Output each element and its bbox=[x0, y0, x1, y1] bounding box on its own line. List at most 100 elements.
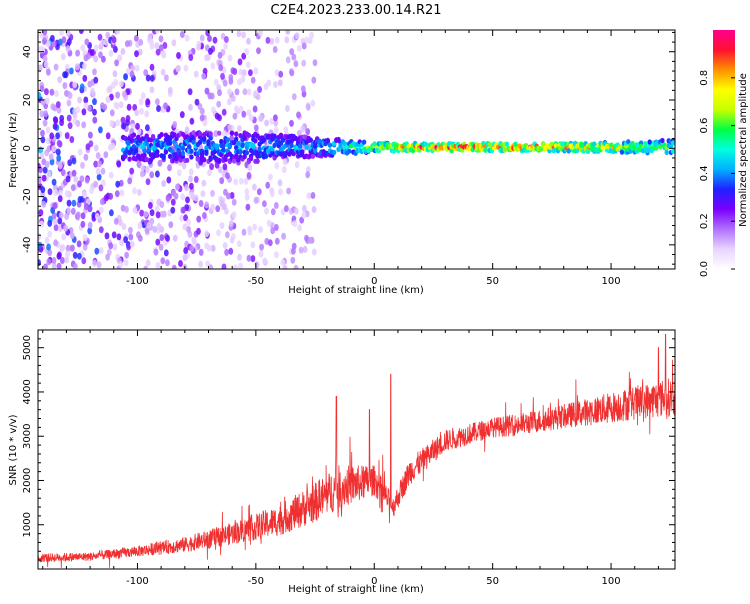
noise-cell bbox=[273, 114, 278, 122]
noise-cell bbox=[206, 244, 212, 252]
noise-cell bbox=[210, 62, 216, 70]
noise-cell bbox=[60, 257, 65, 264]
noise-cell bbox=[163, 249, 169, 257]
noise-cell bbox=[70, 244, 75, 252]
noise-cell bbox=[38, 91, 42, 99]
noise-cell bbox=[98, 184, 104, 192]
noise-cell bbox=[247, 164, 253, 171]
spectrogram-panel: -100 -50 0 50 100 -40 -20 0 20 40 Height of strai… bbox=[8, 29, 676, 296]
noise-cell bbox=[167, 86, 173, 94]
ridge-cell bbox=[660, 137, 665, 144]
snr-x-label: Height of straight line (km) bbox=[288, 584, 424, 595]
noise-cell bbox=[103, 38, 109, 46]
noise-cell bbox=[310, 192, 316, 199]
noise-cell bbox=[248, 69, 253, 77]
noise-cell bbox=[93, 44, 99, 52]
noise-cell bbox=[60, 244, 66, 251]
noise-cell bbox=[140, 164, 146, 172]
noise-cell bbox=[165, 194, 171, 202]
noise-cell bbox=[82, 74, 88, 82]
noise-cell bbox=[305, 103, 311, 111]
noise-cell bbox=[310, 99, 316, 107]
noise-cell bbox=[64, 256, 70, 264]
noise-cell bbox=[120, 48, 126, 55]
noise-cell bbox=[81, 257, 87, 265]
noise-cell bbox=[98, 247, 104, 254]
noise-cell bbox=[93, 76, 99, 84]
noise-cell bbox=[164, 74, 169, 82]
noise-cell bbox=[269, 37, 275, 45]
snr-x-tick-label: 50 bbox=[486, 576, 499, 587]
noise-cell bbox=[233, 264, 238, 269]
noise-cell bbox=[253, 124, 259, 132]
noise-cell bbox=[170, 198, 176, 206]
noise-cell bbox=[72, 251, 78, 259]
noise-cell bbox=[196, 215, 202, 223]
noise-cell bbox=[180, 193, 186, 201]
noise-cell bbox=[51, 178, 57, 186]
ridge-cell bbox=[185, 157, 190, 163]
noise-cell bbox=[98, 226, 104, 234]
noise-cell bbox=[40, 136, 46, 144]
noise-cell bbox=[219, 199, 225, 207]
noise-cell bbox=[38, 146, 43, 154]
noise-cell bbox=[236, 30, 242, 38]
noise-cell bbox=[130, 64, 136, 72]
noise-cell bbox=[149, 86, 155, 94]
noise-cell bbox=[189, 182, 194, 190]
noise-cell bbox=[95, 152, 101, 160]
noise-cell bbox=[198, 200, 204, 207]
ridge-cell bbox=[251, 142, 256, 149]
noise-cell bbox=[70, 207, 76, 215]
noise-cell bbox=[80, 161, 85, 169]
colorbar-tick-label: 0.4 bbox=[699, 165, 710, 181]
noise-cell bbox=[59, 30, 64, 36]
noise-cell bbox=[188, 54, 194, 61]
noise-cell bbox=[291, 247, 296, 255]
ridge-cell bbox=[163, 149, 169, 155]
noise-cell bbox=[198, 248, 204, 256]
ridge-cell bbox=[146, 147, 151, 153]
noise-cell bbox=[53, 63, 59, 71]
colorbar-tick-label: 0.6 bbox=[699, 118, 710, 134]
noise-cell bbox=[126, 67, 131, 75]
noise-cell bbox=[38, 64, 43, 72]
noise-cell bbox=[52, 218, 58, 226]
noise-cell bbox=[213, 78, 219, 86]
noise-cell bbox=[53, 117, 59, 125]
noise-cell bbox=[270, 227, 276, 235]
noise-cell bbox=[73, 175, 79, 183]
noise-cell bbox=[305, 128, 311, 136]
noise-cell bbox=[305, 171, 311, 179]
noise-cell bbox=[41, 38, 47, 45]
noise-cell bbox=[227, 124, 233, 132]
snr-plot-area bbox=[38, 334, 675, 569]
noise-cell bbox=[126, 243, 131, 251]
ridge-cell bbox=[217, 130, 222, 136]
noise-cell bbox=[273, 81, 278, 88]
noise-cell bbox=[200, 190, 206, 198]
noise-cell bbox=[38, 177, 42, 185]
noise-cell bbox=[247, 225, 253, 233]
noise-cell bbox=[48, 153, 54, 161]
noise-cell bbox=[246, 37, 251, 45]
noise-cell bbox=[229, 236, 235, 244]
snr-x-tick-label: 100 bbox=[602, 576, 621, 587]
noise-cell bbox=[244, 193, 250, 201]
noise-cell bbox=[72, 81, 78, 89]
spectrogram-x-tick-label: -50 bbox=[248, 276, 264, 287]
noise-cell bbox=[210, 203, 216, 211]
spectrogram-x-tick-label: 0 bbox=[371, 276, 377, 287]
noise-cell bbox=[152, 225, 158, 233]
noise-cell bbox=[66, 207, 71, 215]
noise-cell bbox=[274, 224, 279, 231]
noise-cell bbox=[39, 85, 45, 93]
spectrogram-x-tick-label: 50 bbox=[486, 276, 499, 287]
noise-cell bbox=[124, 251, 129, 259]
noise-cell bbox=[281, 166, 287, 174]
noise-cell bbox=[196, 227, 201, 235]
noise-cell bbox=[69, 232, 75, 240]
ridge-cell bbox=[155, 149, 160, 155]
noise-cell bbox=[107, 85, 113, 93]
